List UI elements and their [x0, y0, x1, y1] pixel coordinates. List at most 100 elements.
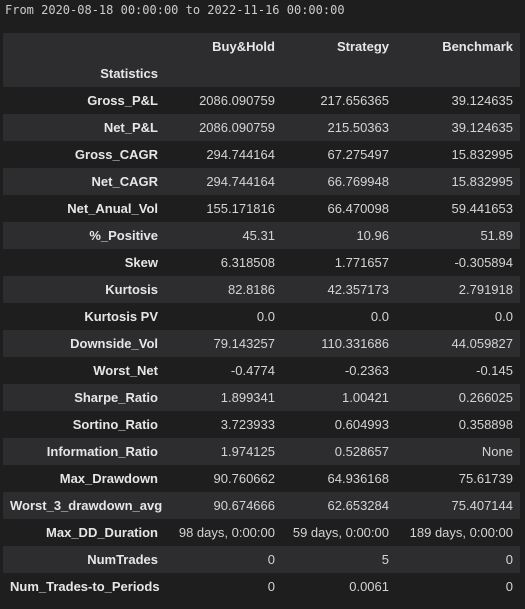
- table-row: Worst_3_drawdown_avg 90.674666 62.653284 75…: [3, 492, 520, 519]
- table-cell: -0.2363: [344, 363, 389, 378]
- table-cell: 82.8186: [228, 282, 275, 297]
- row-label: Worst_Net: [93, 363, 158, 378]
- table-cell: 75.407144: [451, 498, 513, 513]
- table-cell: 294.744164: [206, 147, 275, 162]
- table-cell: 98 days, 0:00:00: [178, 525, 275, 540]
- table-cell: 0: [267, 552, 275, 567]
- row-label: %_Positive: [89, 228, 158, 243]
- row-label: Worst_3_drawdown_avg: [10, 498, 163, 513]
- table-row: Max_DD_Duration 98 days, 0:00:00 59 days, …: [3, 519, 520, 546]
- table-cell: 155.171816: [206, 201, 275, 216]
- table-cell: 1.974125: [220, 444, 275, 459]
- table-body: Gross_P&L 2086.090759 217.656365 39.124635 N…: [3, 87, 520, 600]
- table-cell: 294.744164: [206, 174, 275, 189]
- table-cell: 1.00421: [342, 390, 389, 405]
- table-row: Sortino_Ratio 3.723933 0.604993 0.358898: [3, 411, 520, 438]
- table-cell: 0.0: [256, 309, 275, 324]
- row-label: Sharpe_Ratio: [74, 390, 158, 405]
- column-header-row: Buy&Hold Strategy Benchmark: [3, 33, 520, 60]
- table-row: Information_Ratio 1.974125 0.528657 None: [3, 438, 520, 465]
- row-label: Sortino_Ratio: [72, 417, 158, 432]
- row-label: Num_Trades-to_Periods: [10, 579, 160, 594]
- table-row: Kurtosis PV 0.0 0.0 0.0: [3, 303, 520, 330]
- row-label: Max_DD_Duration: [46, 525, 158, 540]
- table-cell: 0.266025: [458, 390, 513, 405]
- table-cell: 0.528657: [334, 444, 389, 459]
- table-cell: 215.50363: [327, 120, 389, 135]
- table-cell: 189 days, 0:00:00: [409, 525, 513, 540]
- table-cell: 0.0: [370, 309, 389, 324]
- table-cell: 10.96: [356, 228, 389, 243]
- column-header-benchmark: Benchmark: [442, 39, 513, 54]
- table-cell: 39.124635: [451, 120, 513, 135]
- row-label: Kurtosis PV: [84, 309, 158, 324]
- index-header: Statistics: [100, 66, 158, 81]
- table-cell: -0.4774: [230, 363, 275, 378]
- table-row: Net_P&L 2086.090759 215.50363 39.124635: [3, 114, 520, 141]
- table-cell: 0: [267, 579, 275, 594]
- table-cell: 3.723933: [220, 417, 275, 432]
- table-cell: 75.61739: [458, 471, 513, 486]
- table-cell: 2086.090759: [199, 120, 275, 135]
- table-cell: 1.771657: [334, 255, 389, 270]
- table-row: Num_Trades-to_Periods 0 0.0061 0: [3, 573, 520, 600]
- table-row: NumTrades 0 5 0: [3, 546, 520, 573]
- row-label: Net_P&L: [103, 120, 158, 135]
- table-cell: 110.331686: [321, 336, 389, 351]
- column-header-buy-hold: Buy&Hold: [212, 39, 275, 54]
- table-cell: 90.760662: [213, 471, 275, 486]
- table-cell: 0.604993: [334, 417, 389, 432]
- row-label: Downside_Vol: [70, 336, 158, 351]
- corner-cell: [3, 33, 165, 60]
- table-cell: 64.936168: [327, 471, 389, 486]
- table-cell: 0.0: [494, 309, 513, 324]
- table-cell: 59 days, 0:00:00: [292, 525, 389, 540]
- table-cell: 79.143257: [213, 336, 275, 351]
- row-label: Max_Drawdown: [59, 471, 158, 486]
- table-row: Downside_Vol 79.143257 110.331686 44.059827: [3, 330, 520, 357]
- row-label: Net_CAGR: [91, 174, 158, 189]
- table-cell: 0.0061: [349, 579, 389, 594]
- table-cell: 45.31: [242, 228, 275, 243]
- table-cell: 2.791918: [458, 282, 513, 297]
- row-label: NumTrades: [87, 552, 158, 567]
- date-range-output: From 2020-08-18 00:00:00 to 2022-11-16 0…: [5, 3, 345, 17]
- table-cell: 0: [505, 579, 513, 594]
- index-header-row: Statistics: [3, 60, 520, 87]
- table-cell: 66.769948: [327, 174, 389, 189]
- table-cell: 59.441653: [451, 201, 513, 216]
- table-cell: 51.89: [480, 228, 513, 243]
- table-cell: -0.145: [476, 363, 513, 378]
- table-cell: 217.656365: [320, 93, 389, 108]
- table-cell: 6.318508: [220, 255, 275, 270]
- table-cell: 15.832995: [451, 174, 513, 189]
- table-cell: 67.275497: [327, 147, 389, 162]
- table-cell: 90.674666: [213, 498, 275, 513]
- table-row: Net_CAGR 294.744164 66.769948 15.832995: [3, 168, 520, 195]
- table-cell: 5: [381, 552, 389, 567]
- table-row: Kurtosis 82.8186 42.357173 2.791918: [3, 276, 520, 303]
- table-cell: 39.124635: [451, 93, 513, 108]
- column-header-strategy: Strategy: [336, 39, 389, 54]
- table-header: Buy&Hold Strategy Benchmark Statistics: [3, 33, 520, 87]
- statistics-table: Buy&Hold Strategy Benchmark Statistics G…: [3, 33, 520, 600]
- table-row: Gross_CAGR 294.744164 67.275497 15.832995: [3, 141, 520, 168]
- table-cell: 42.357173: [327, 282, 389, 297]
- table-row: Sharpe_Ratio 1.899341 1.00421 0.266025: [3, 384, 520, 411]
- table-cell: 2086.090759: [199, 93, 275, 108]
- table-row: Gross_P&L 2086.090759 217.656365 39.124635: [3, 87, 520, 114]
- table-cell: 1.899341: [220, 390, 275, 405]
- row-label: Gross_P&L: [87, 93, 158, 108]
- table-row: %_Positive 45.31 10.96 51.89: [3, 222, 520, 249]
- table-row: Worst_Net -0.4774 -0.2363 -0.145: [3, 357, 520, 384]
- table-row: Skew 6.318508 1.771657 -0.305894: [3, 249, 520, 276]
- row-label: Gross_CAGR: [74, 147, 158, 162]
- table-row: Max_Drawdown 90.760662 64.936168 75.61739: [3, 465, 520, 492]
- row-label: Information_Ratio: [46, 444, 158, 459]
- table-cell: 0: [505, 552, 513, 567]
- table-cell: 44.059827: [451, 336, 513, 351]
- table-cell: None: [481, 444, 513, 459]
- table-cell: -0.305894: [454, 255, 513, 270]
- table-cell: 62.653284: [327, 498, 389, 513]
- row-label: Kurtosis: [105, 282, 158, 297]
